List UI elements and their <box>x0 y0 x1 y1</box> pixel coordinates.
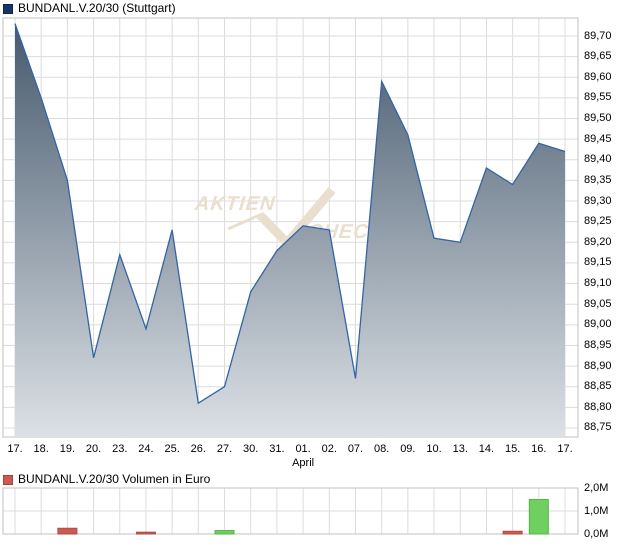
date-x-tick: 09. <box>400 443 416 455</box>
price-y-tick: 89,45 <box>584 132 612 145</box>
price-y-tick: 89,30 <box>584 194 612 207</box>
price-y-tick: 89,25 <box>584 215 612 228</box>
price-y-tick: 89,20 <box>584 235 612 248</box>
date-x-tick: 26. <box>190 443 206 455</box>
date-x-tick: 07. <box>347 443 364 455</box>
price-y-tick: 88,80 <box>584 400 612 413</box>
price-series-swatch <box>3 3 13 14</box>
date-x-tick: 18. <box>33 443 49 455</box>
price-y-tick: 88,90 <box>584 359 612 372</box>
price-y-tick: 89,50 <box>584 112 612 125</box>
main-chart-title: BUNDANL.V.20/30 (Stuttgart) <box>18 1 176 15</box>
date-x-tick: 17. <box>557 443 573 455</box>
price-y-tick: 89,10 <box>584 277 612 290</box>
date-x-tick: 25. <box>164 443 180 455</box>
date-x-tick: 01. <box>295 443 311 455</box>
date-x-tick: 31. <box>269 443 285 455</box>
date-x-tick: 20. <box>85 443 102 455</box>
price-y-tick: 89,70 <box>584 29 612 42</box>
date-x-tick: 02. <box>321 443 337 455</box>
volume-chart-legend: BUNDANL.V.20/30 Volumen in Euro <box>3 473 210 486</box>
date-x-tick: 27. <box>216 443 233 455</box>
main-chart-legend: BUNDANL.V.20/30 (Stuttgart) <box>3 2 176 15</box>
price-y-tick: 89,00 <box>584 318 612 331</box>
price-y-tick: 89,55 <box>584 91 612 104</box>
date-x-tick: 08. <box>374 443 390 455</box>
price-y-tick: 89,60 <box>584 70 612 83</box>
price-y-tick: 89,15 <box>584 256 612 269</box>
date-x-tick: 23. <box>112 443 128 455</box>
price-y-tick: 89,35 <box>584 173 612 186</box>
date-x-tick: 13. <box>452 443 468 455</box>
date-x-tick: 17. <box>7 443 23 455</box>
month-label: April <box>292 457 315 469</box>
volume-chart-title: BUNDANL.V.20/30 Volumen in Euro <box>18 472 211 486</box>
price-y-tick: 89,65 <box>584 50 612 63</box>
date-x-tick: 10. <box>426 443 442 455</box>
date-x-tick: 15. <box>504 443 521 455</box>
volume-y-tick: 0,0M <box>584 527 609 540</box>
date-x-tick: 14. <box>478 443 495 455</box>
date-x-tick: 19. <box>59 443 76 455</box>
volume-y-tick: 1,0M <box>584 504 609 517</box>
price-y-tick: 88,95 <box>584 338 612 351</box>
price-y-tick: 88,85 <box>584 380 612 393</box>
price-y-tick: 88,75 <box>584 421 612 434</box>
date-x-tick: 24. <box>138 443 154 455</box>
volume-y-tick: 2,0M <box>584 481 609 494</box>
volume-series-swatch <box>3 474 13 485</box>
date-x-tick: 16. <box>531 443 547 455</box>
price-y-tick: 89,05 <box>584 297 612 310</box>
date-x-tick: 30. <box>243 443 259 455</box>
price-y-tick: 89,40 <box>584 153 612 166</box>
